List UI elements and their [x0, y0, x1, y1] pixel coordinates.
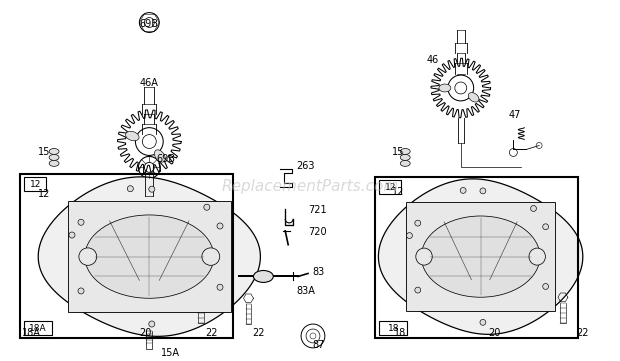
- Bar: [376, 177, 578, 338]
- Text: 720: 720: [308, 227, 327, 237]
- Ellipse shape: [49, 155, 59, 160]
- Text: 22: 22: [252, 328, 265, 338]
- Polygon shape: [378, 179, 583, 334]
- Text: 12: 12: [38, 189, 51, 199]
- Ellipse shape: [468, 92, 479, 102]
- Text: 87: 87: [312, 340, 324, 350]
- Text: 12: 12: [392, 187, 405, 197]
- Circle shape: [415, 220, 421, 226]
- Circle shape: [480, 188, 486, 194]
- Text: 22: 22: [205, 328, 218, 338]
- Circle shape: [542, 224, 549, 230]
- Text: 18A: 18A: [29, 323, 47, 332]
- Ellipse shape: [475, 310, 487, 318]
- Text: ReplacementParts.com: ReplacementParts.com: [221, 179, 399, 194]
- Ellipse shape: [49, 148, 59, 155]
- Circle shape: [149, 186, 155, 192]
- Circle shape: [217, 284, 223, 290]
- Circle shape: [127, 186, 133, 192]
- Ellipse shape: [416, 248, 432, 265]
- Text: 83A: 83A: [296, 286, 315, 296]
- Bar: [24, 321, 52, 335]
- Text: 263: 263: [296, 161, 314, 171]
- Text: 46: 46: [427, 55, 440, 65]
- Bar: [379, 321, 407, 335]
- Text: 18: 18: [394, 328, 407, 338]
- Text: 18A: 18A: [22, 328, 41, 338]
- Circle shape: [480, 319, 486, 325]
- Ellipse shape: [85, 215, 214, 298]
- Text: 20: 20: [140, 328, 152, 338]
- Text: 69B: 69B: [140, 18, 158, 29]
- Text: 18: 18: [388, 323, 399, 332]
- Ellipse shape: [254, 270, 273, 282]
- Circle shape: [460, 187, 466, 193]
- Text: 20: 20: [489, 328, 501, 338]
- Circle shape: [69, 232, 75, 238]
- Circle shape: [415, 287, 421, 293]
- Ellipse shape: [401, 160, 410, 166]
- Text: 12: 12: [30, 180, 41, 189]
- Text: 22: 22: [576, 328, 588, 338]
- Circle shape: [407, 232, 412, 239]
- Ellipse shape: [422, 216, 540, 297]
- Ellipse shape: [401, 148, 410, 155]
- Ellipse shape: [143, 310, 155, 318]
- Ellipse shape: [202, 248, 219, 265]
- Ellipse shape: [49, 160, 59, 166]
- Text: 15: 15: [38, 148, 51, 157]
- Polygon shape: [405, 203, 556, 311]
- Text: 15A: 15A: [161, 348, 180, 358]
- Polygon shape: [38, 177, 260, 336]
- Circle shape: [542, 283, 549, 290]
- Bar: [379, 180, 401, 194]
- Circle shape: [78, 219, 84, 225]
- Ellipse shape: [79, 248, 97, 265]
- Text: 69B: 69B: [156, 155, 175, 165]
- Circle shape: [149, 321, 155, 327]
- Text: 12: 12: [384, 183, 396, 192]
- Text: 83: 83: [312, 266, 324, 277]
- Text: 15: 15: [392, 148, 405, 157]
- Circle shape: [531, 205, 536, 212]
- Ellipse shape: [154, 150, 166, 162]
- Bar: [20, 174, 232, 338]
- Polygon shape: [68, 201, 231, 312]
- Ellipse shape: [126, 131, 139, 141]
- Ellipse shape: [401, 155, 410, 160]
- Circle shape: [78, 288, 84, 294]
- Bar: [24, 177, 46, 191]
- Ellipse shape: [439, 84, 451, 92]
- Circle shape: [204, 204, 210, 210]
- Text: 721: 721: [308, 205, 327, 215]
- Text: 46A: 46A: [140, 78, 158, 88]
- Ellipse shape: [529, 248, 546, 265]
- Circle shape: [217, 223, 223, 229]
- Text: 47: 47: [508, 110, 521, 120]
